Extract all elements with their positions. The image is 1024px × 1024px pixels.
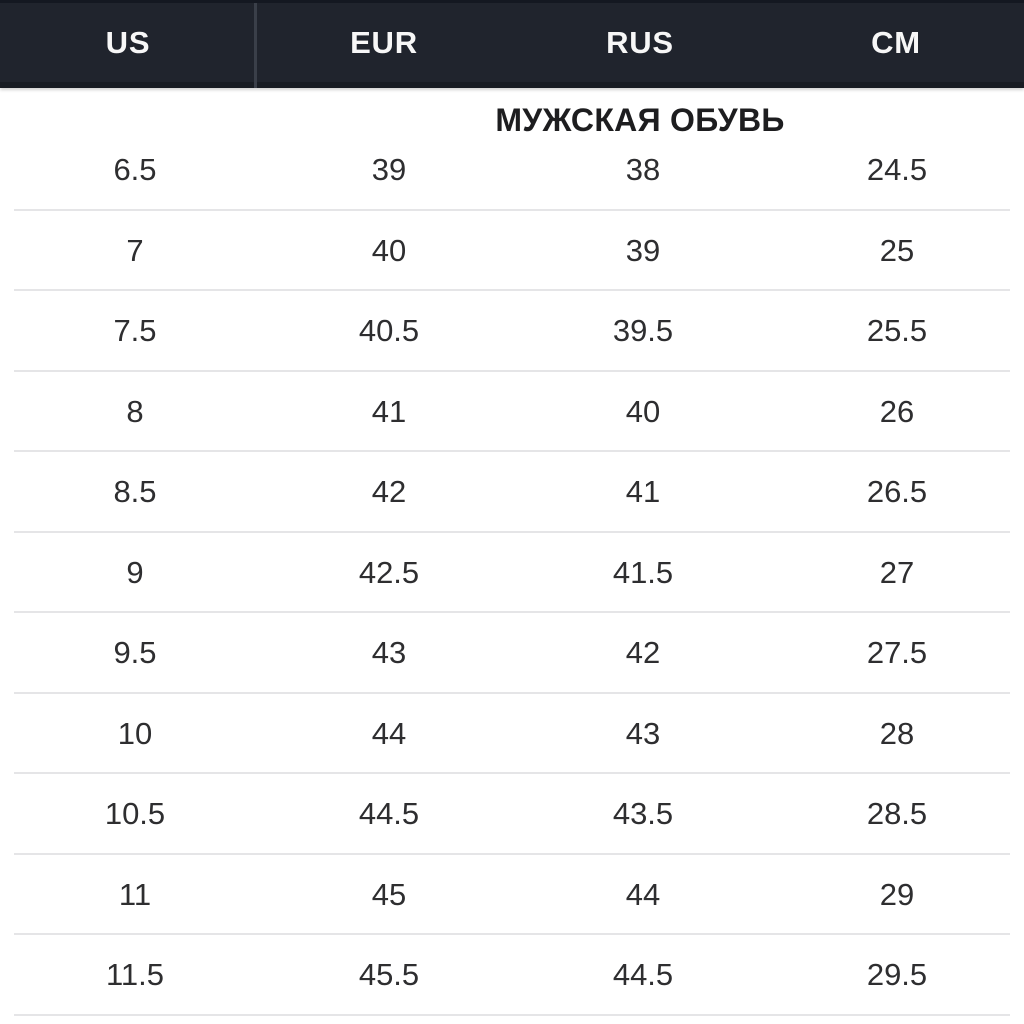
table-row: 7.5 40.5 39.5 25.5 [8, 291, 1024, 372]
cell-rus: 41.5 [612, 554, 674, 590]
cell-eur: 41 [371, 393, 407, 429]
cell-us: 9.5 [113, 635, 157, 671]
cell-us: 11.5 [105, 957, 165, 993]
cell-cm: 25 [879, 232, 915, 268]
cell-eur: 45.5 [358, 957, 420, 993]
cell-rus: 43 [625, 715, 661, 751]
column-header-cm: CM [871, 24, 921, 60]
cell-eur: 40.5 [358, 313, 420, 349]
column-header-rus: RUS [606, 24, 674, 60]
cell-cm: 27.5 [866, 635, 928, 671]
cell-rus: 39.5 [612, 313, 674, 349]
cell-cm: 26 [879, 393, 915, 429]
table-row: 7 40 39 25 [8, 211, 1024, 292]
cell-eur: 44 [371, 715, 407, 751]
cell-us: 6.5 [113, 152, 157, 188]
section-title: МУЖСКАЯ ОБУВЬ [495, 102, 785, 138]
size-table-body: 6.5 39 38 24.5 7 40 39 25 7.5 40.5 39.5 … [0, 130, 1024, 1016]
size-table-header: US EUR RUS CM [0, 0, 1024, 88]
cell-us: 8 [126, 393, 144, 429]
table-row: 11.5 45.5 44.5 29.5 [8, 935, 1024, 1016]
table-row: 8 41 40 26 [8, 372, 1024, 453]
cell-cm: 27 [879, 554, 915, 590]
cell-rus: 39 [625, 232, 661, 268]
cell-eur: 44.5 [358, 796, 420, 832]
cell-us: 10.5 [104, 796, 166, 832]
table-row: 9 42.5 41.5 27 [8, 533, 1024, 614]
cell-cm: 25.5 [866, 313, 928, 349]
cell-us: 10 [117, 715, 153, 751]
header-column-divider [254, 3, 257, 88]
table-row: 6.5 39 38 24.5 [8, 130, 1024, 211]
cell-eur: 39 [371, 152, 407, 188]
cell-us: 9 [126, 554, 144, 590]
cell-cm: 28 [879, 715, 915, 751]
cell-eur: 45 [371, 876, 407, 912]
cell-eur: 43 [371, 635, 407, 671]
cell-cm: 29 [879, 876, 915, 912]
column-header-eur: EUR [350, 24, 418, 60]
cell-eur: 42 [371, 474, 407, 510]
cell-us: 8.5 [113, 474, 157, 510]
table-row: 9.5 43 42 27.5 [8, 613, 1024, 694]
cell-rus: 38 [625, 152, 661, 188]
column-header-us: US [105, 24, 151, 60]
table-row: 11 45 44 29 [8, 855, 1024, 936]
cell-cm: 24.5 [866, 152, 928, 188]
cell-rus: 41 [625, 474, 661, 510]
cell-cm: 26.5 [866, 474, 928, 510]
cell-us: 11 [118, 876, 152, 912]
cell-eur: 40 [371, 232, 407, 268]
cell-rus: 40 [625, 393, 661, 429]
cell-cm: 29.5 [866, 957, 928, 993]
cell-eur: 42.5 [358, 554, 420, 590]
table-row: 10 44 43 28 [8, 694, 1024, 775]
cell-us: 7 [126, 232, 144, 268]
table-row: 10.5 44.5 43.5 28.5 [8, 774, 1024, 855]
cell-rus: 43.5 [612, 796, 674, 832]
table-row: 8.5 42 41 26.5 [8, 452, 1024, 533]
cell-rus: 44 [625, 876, 661, 912]
cell-cm: 28.5 [866, 796, 928, 832]
cell-us: 7.5 [113, 313, 157, 349]
cell-rus: 44.5 [612, 957, 674, 993]
cell-rus: 42 [625, 635, 661, 671]
